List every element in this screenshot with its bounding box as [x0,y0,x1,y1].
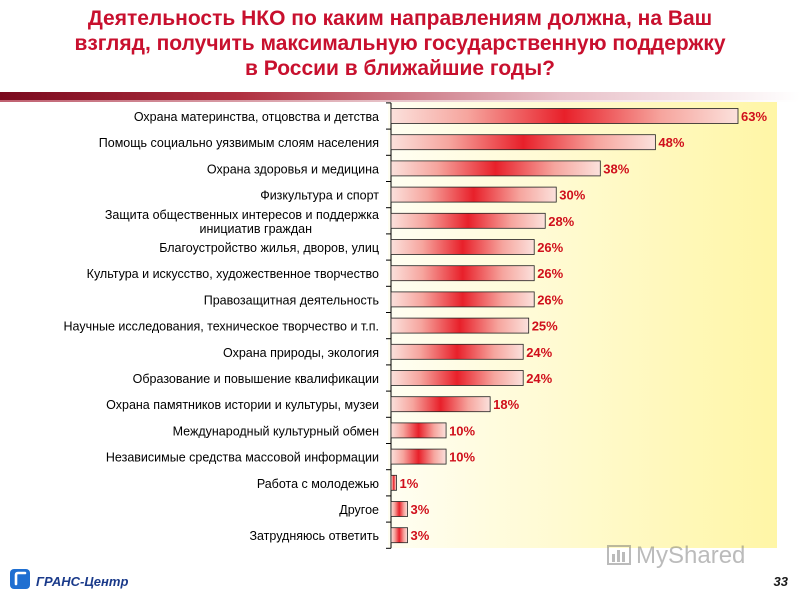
bar [390,396,491,413]
category-label: Помощь социально уязвимым слоям населени… [99,136,379,150]
category-label: Независимые средства массовой информации [106,451,379,465]
value-label: 25% [532,319,558,334]
value-label: 63% [741,109,767,124]
bar [390,291,535,308]
bar [390,134,656,151]
category-label: Затрудняюсь ответить [249,529,379,543]
value-label: 24% [526,345,552,360]
chart-axis [386,102,392,549]
chart-bars [390,108,739,544]
category-label: Правозащитная деятельность [204,293,379,307]
bar [390,448,447,465]
category-label: Охрана памятников истории и культуры, му… [106,398,379,412]
bar [390,108,739,124]
bar [390,239,535,255]
watermark-chart-icon-bar [612,554,615,562]
watermark-chart-icon-bar [617,550,620,562]
category-label: Другое [339,503,379,517]
title-line-3: в России в ближайшие годы? [244,57,555,80]
value-label: 26% [537,266,563,281]
value-label: 3% [411,528,430,543]
bar [390,212,546,229]
category-label: Культура и искусство, художественное тво… [87,267,379,281]
bar [390,343,524,360]
bar [390,474,397,491]
category-label: Благоустройство жилья, дворов, улиц [159,241,379,255]
category-labels: Охрана материнства, отцовства и детства П… [64,110,380,543]
value-label: 10% [449,450,475,465]
category-label: Международный культурный обмен [173,424,379,438]
page-title: Деятельность НКО по каким направлениям д… [0,6,800,81]
title-line-1: Деятельность НКО по каким направлениям д… [87,7,713,30]
bar [390,160,601,177]
value-label: 18% [493,397,519,412]
category-label: Образование и повышение квалификации [133,372,379,386]
bar-chart: Охрана материнства, отцовства и детства П… [64,102,768,549]
watermark-text: MyShared [636,542,745,569]
value-label: 26% [537,240,563,255]
page-number: 33 [773,574,788,589]
value-label: 26% [537,292,563,307]
value-label: 28% [548,214,574,229]
bar [390,501,408,517]
category-label: Физкультура и спорт [260,189,379,203]
category-label: Защита общественных интересов и поддержк… [105,208,379,236]
bar [390,422,447,439]
category-label: Охрана природы, экология [223,346,379,360]
watermark-chart-icon-bar [622,552,625,562]
bar [390,186,557,203]
value-label: 48% [658,135,684,150]
value-label: 3% [411,502,430,517]
grans-logo-icon [10,569,30,589]
value-label: 10% [449,423,475,438]
bar [390,527,408,544]
footer-org-name: ГРАНС-Центр [36,574,129,589]
value-label: 38% [603,161,629,176]
value-label: 30% [559,188,585,203]
title-divider [0,92,800,100]
category-label: Научные исследования, техническое творче… [64,320,380,334]
category-label: Работа с молодежью [257,477,379,491]
watermark-chart-icon [607,545,631,565]
watermark: MyShared [607,542,745,569]
value-label: 24% [526,371,552,386]
bar [390,317,530,334]
category-label: Охрана материнства, отцовства и детства [134,110,379,124]
bar [390,370,524,386]
title-line-2: взгляд, получить максимальную государств… [74,32,726,55]
bar [390,265,535,282]
value-label: 1% [400,476,419,491]
category-label: Охрана здоровья и медицина [207,162,379,176]
value-labels: 63% 48% 38% 30% 28% 26% 26% 26% 25% 24% 24% 18% 10% 1… [400,109,768,543]
title-divider-shadow [0,100,800,102]
